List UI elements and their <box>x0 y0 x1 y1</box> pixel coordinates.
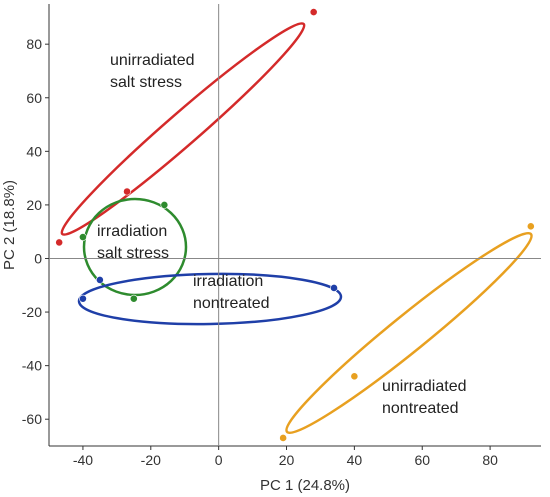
group-label: unirradiated <box>110 52 195 69</box>
y-tick-label: 20 <box>26 197 42 213</box>
y-tick-label: 0 <box>34 250 42 266</box>
data-point <box>129 294 138 303</box>
group-label: nontreated <box>193 295 270 312</box>
data-point <box>350 372 359 381</box>
data-point <box>160 201 169 209</box>
data-point <box>279 434 288 442</box>
y-tick-label: -40 <box>22 358 42 374</box>
y-tick-label: -20 <box>22 304 42 320</box>
data-point <box>526 222 535 231</box>
confidence-ellipse <box>77 272 343 326</box>
group-label: irradiation <box>97 223 167 240</box>
confidence-ellipse <box>60 22 306 236</box>
group-label: unirradiated <box>382 378 467 395</box>
data-point <box>123 187 131 196</box>
x-tick-label: 60 <box>414 452 430 468</box>
data-point <box>79 233 87 241</box>
group-label: salt stress <box>97 245 169 262</box>
data-point <box>95 276 104 284</box>
data-point <box>330 284 338 292</box>
data-point <box>55 238 64 247</box>
data-point <box>309 8 318 16</box>
data-point <box>79 294 87 303</box>
y-tick-label: 40 <box>26 143 42 159</box>
group-label: nontreated <box>382 400 459 417</box>
x-tick-label: -20 <box>141 452 161 468</box>
y-axis-title: PC 2 (18.8%) <box>1 180 18 270</box>
x-tick-label: 0 <box>215 452 223 468</box>
group-label: salt stress <box>110 74 182 91</box>
y-tick-label: 80 <box>26 36 42 52</box>
x-tick-label: 80 <box>482 452 498 468</box>
group-label: irradiation <box>193 273 263 290</box>
x-axis-title: PC 1 (24.8%) <box>260 477 350 494</box>
y-tick-label: 60 <box>26 90 42 106</box>
x-tick-label: -40 <box>73 452 93 468</box>
confidence-ellipse <box>285 231 533 435</box>
x-tick-label: 20 <box>279 452 295 468</box>
y-tick-label: -60 <box>22 411 42 427</box>
x-tick-label: 40 <box>347 452 363 468</box>
